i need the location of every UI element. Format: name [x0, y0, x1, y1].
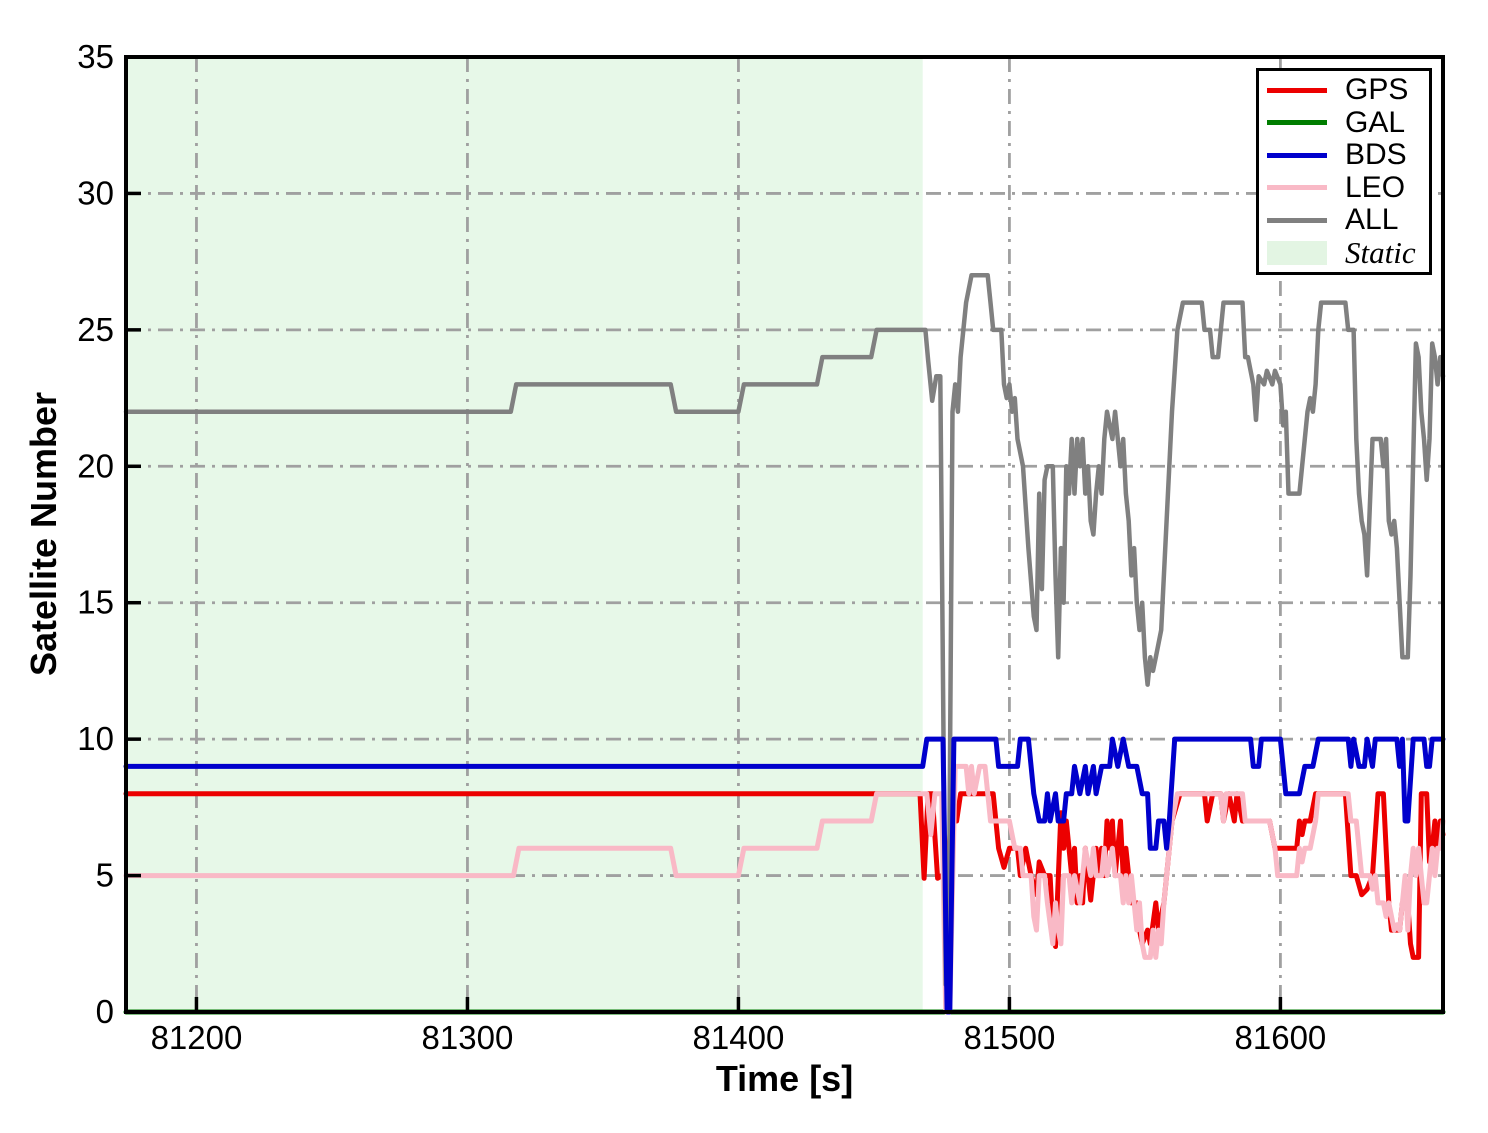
legend-line-swatch-all — [1267, 217, 1327, 223]
x-tick-label-81300: 81300 — [422, 1019, 514, 1056]
x-tick-label-81500: 81500 — [964, 1019, 1056, 1056]
static-region-shading — [126, 57, 923, 1012]
series-line-all — [123, 273, 1446, 987]
y-tick-label-15: 15 — [77, 584, 114, 621]
y-tick-label-30: 30 — [77, 174, 114, 211]
x-axis-label: Time [s] — [715, 1058, 854, 1099]
legend-item-gps: GPS — [1267, 75, 1429, 105]
y-tick-label-20: 20 — [77, 447, 114, 484]
legend-line-swatch-bds — [1267, 152, 1327, 158]
series-line-leo — [123, 763, 1446, 1015]
y-axis-label: Satellite Number — [23, 391, 64, 677]
legend-item-static: Static — [1267, 235, 1429, 271]
legend-line-swatch-gps — [1267, 87, 1327, 93]
legend-item-all: ALL — [1267, 205, 1429, 235]
x-tick-label-81400: 81400 — [693, 1019, 785, 1056]
series-line-bds — [123, 736, 1446, 1015]
y-tick-label-5: 5 — [96, 857, 114, 894]
legend-item-gal: GAL — [1267, 105, 1429, 139]
y-tick-label-25: 25 — [77, 311, 114, 348]
legend-item-bds: BDS — [1267, 140, 1429, 170]
legend-label: LEO — [1345, 170, 1406, 204]
axes-frame — [124, 55, 1445, 1014]
legend-label: GPS — [1345, 73, 1409, 107]
legend-patch-swatch-static — [1267, 240, 1327, 265]
legend-line-swatch-leo — [1267, 185, 1327, 191]
legend-label: Static — [1345, 235, 1416, 271]
legend: GPS GAL BDS LEO ALL Static — [1256, 68, 1432, 275]
x-tick-label-81200: 81200 — [151, 1019, 243, 1056]
x-tick-label-81600: 81600 — [1235, 1019, 1327, 1056]
y-tick-label-10: 10 — [77, 720, 114, 757]
y-tick-label-0: 0 — [96, 993, 114, 1030]
legend-label: GAL — [1345, 105, 1406, 139]
legend-label: BDS — [1345, 138, 1407, 172]
legend-label: ALL — [1345, 203, 1399, 237]
y-tick-label-35: 35 — [77, 38, 114, 75]
legend-item-leo: LEO — [1267, 170, 1429, 204]
legend-line-swatch-gal — [1267, 120, 1327, 126]
